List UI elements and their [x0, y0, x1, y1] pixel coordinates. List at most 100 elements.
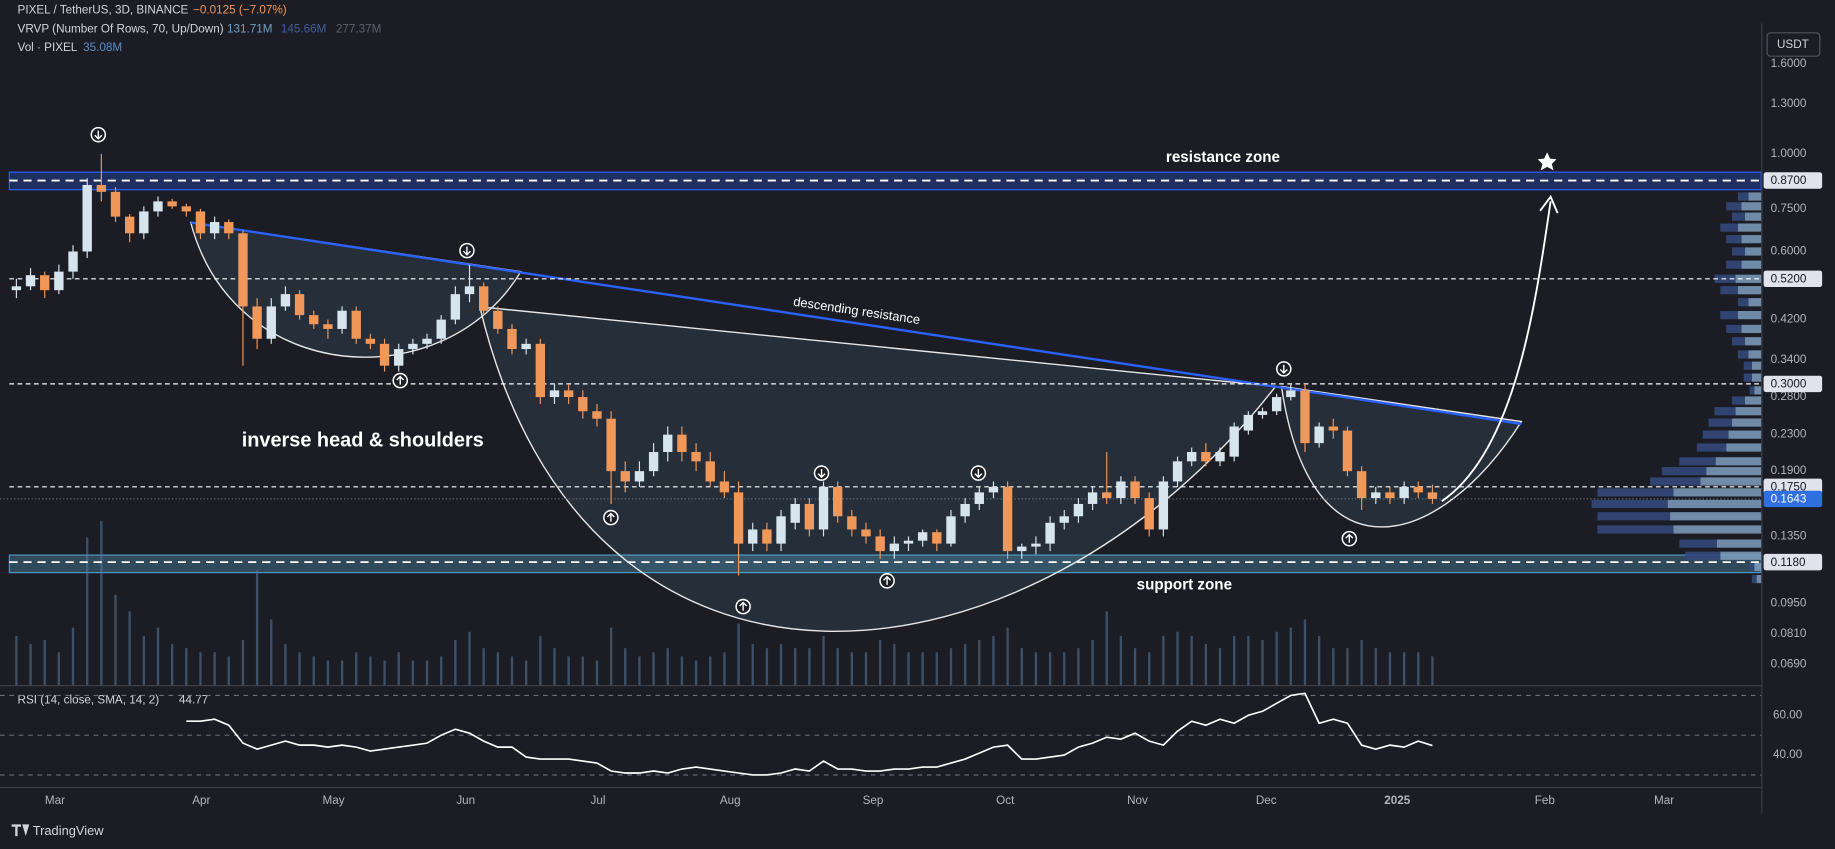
vrvp-up: 131.71M [227, 22, 272, 35]
profile-up [1737, 286, 1762, 295]
volume-bar [935, 652, 938, 686]
candle-body [549, 390, 560, 398]
annotation: inverse head & shoulders [242, 430, 484, 452]
x-tick-label: Mar [1654, 794, 1674, 807]
volume-bar [369, 656, 372, 686]
level-label: 0.1750 [1771, 481, 1807, 494]
projection-arrow [1441, 201, 1552, 502]
volume-bar [1006, 627, 1009, 686]
candle-body [1229, 426, 1239, 457]
volume-layer [15, 521, 1434, 686]
y-tick-label: 0.2300 [1771, 428, 1807, 441]
profile-down [1708, 418, 1733, 427]
volume-bar [156, 627, 160, 686]
x-tick-label: Oct [996, 794, 1015, 807]
volume-bar [340, 660, 344, 686]
volume-bar [709, 656, 712, 686]
x-tick-label: Jul [591, 794, 606, 807]
y-tick-label: 0.0950 [1771, 597, 1807, 610]
candle-body [40, 275, 50, 291]
volume-bar [1119, 635, 1123, 686]
candle-body [507, 328, 517, 350]
volume-bar [963, 644, 967, 686]
profile-down [1597, 525, 1674, 534]
profile-up [1728, 430, 1762, 439]
volume-bar [86, 537, 89, 686]
profile-down [1597, 488, 1674, 497]
candle-body [1158, 481, 1169, 530]
volume-bar [510, 656, 514, 686]
candle-body [68, 251, 78, 272]
volume-bar [1346, 648, 1349, 686]
profile-up [1669, 512, 1762, 521]
y-tick-label: 1.0000 [1771, 147, 1807, 160]
candle-body [762, 529, 772, 544]
volume-bar [737, 623, 740, 686]
profile-up [1735, 407, 1762, 416]
x-tick-label: Jun [456, 794, 475, 807]
volume-value: 35.08M [83, 41, 122, 54]
volume-bar [524, 660, 528, 686]
volume-bar [227, 656, 230, 686]
candle-body [195, 211, 206, 234]
pivot-arrow [1345, 533, 1354, 543]
volume-bar [397, 652, 400, 686]
candle-body [818, 486, 829, 530]
profile-up [1748, 298, 1762, 307]
candle-body [932, 532, 942, 544]
candle-body [790, 503, 800, 523]
currency-box[interactable] [1766, 32, 1821, 57]
volume-bar [1360, 639, 1363, 686]
profile-up [1720, 551, 1762, 560]
candle-body [224, 222, 234, 234]
y-tick-label: 0.1350 [1771, 530, 1807, 543]
candle-body [1172, 461, 1183, 482]
profile-up [1667, 499, 1762, 509]
candle-body [379, 343, 390, 366]
x-tick-label: Aug [720, 794, 741, 807]
volume-bar [1176, 631, 1179, 686]
volume-bar [496, 652, 500, 686]
candle-body [280, 294, 291, 307]
candle-body [1116, 481, 1126, 499]
profile-up [1716, 539, 1762, 548]
x-tick-label: May [322, 794, 344, 807]
pivot-arrow [817, 468, 826, 479]
pivot-arrow [606, 512, 615, 522]
last-price-label: 0.1643 [1771, 493, 1807, 506]
levels-layer [0, 179, 1762, 564]
candle-body [804, 503, 815, 530]
level-label: 0.5200 [1771, 272, 1807, 285]
profile-down [1737, 192, 1749, 201]
volume-bar [992, 635, 995, 686]
candle-body [422, 338, 432, 344]
candle-body [748, 529, 758, 544]
volume-bar [1388, 652, 1392, 686]
candle-body [847, 516, 857, 530]
volume-bar [312, 656, 315, 686]
profile-up [1700, 477, 1762, 486]
profile-down [1732, 396, 1745, 405]
volume-bar [468, 631, 471, 686]
level-label: 0.1180 [1771, 556, 1806, 569]
pivot-arrow [462, 246, 471, 256]
profile-up [1744, 212, 1762, 221]
candle-body [677, 434, 687, 453]
x-tick-label: 2025 [1384, 794, 1410, 807]
candle-body [776, 516, 786, 544]
candle-body [691, 452, 701, 462]
volume-bar [864, 652, 868, 686]
volume-bar [1204, 644, 1208, 686]
pivot-arrow [1279, 364, 1288, 374]
pivot-arrow [396, 375, 405, 385]
currency: USDT [1777, 38, 1809, 51]
profile-up [1744, 337, 1762, 346]
candle-body [1371, 492, 1381, 499]
volume-bar [779, 644, 783, 686]
profile-down [1732, 212, 1745, 221]
annotation: resistance zone [1166, 149, 1280, 166]
volume-bar [878, 639, 882, 686]
y-tick-label: 0.6000 [1771, 245, 1807, 258]
vrvp-down: 145.66M [281, 22, 326, 35]
